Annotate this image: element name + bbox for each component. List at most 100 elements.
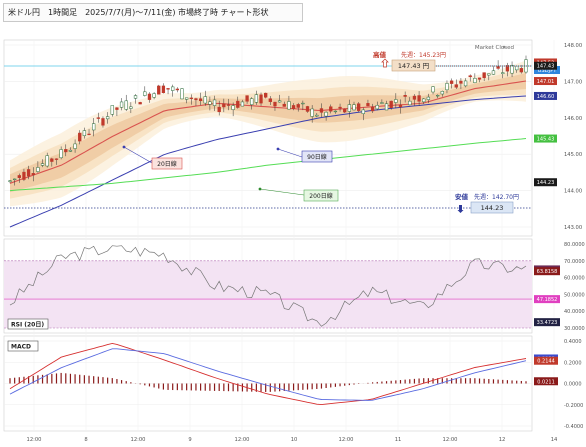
market-status-icon xyxy=(502,45,506,49)
candle-body xyxy=(375,105,379,110)
candle-body xyxy=(78,132,82,142)
rsi-badge-label: 33.4723 xyxy=(537,320,558,326)
candle-body xyxy=(68,149,73,152)
candle-body xyxy=(161,85,166,94)
macd-tick-label: 0.0000 xyxy=(564,382,582,388)
candle-body xyxy=(208,101,212,105)
candle-body xyxy=(287,101,291,110)
time-tick-label: 12:00 xyxy=(443,437,458,443)
rsi-line xyxy=(9,245,527,327)
high-caption: 高値 xyxy=(373,50,387,59)
candle-body xyxy=(129,106,133,109)
market-status-text: Market Closed xyxy=(475,45,514,51)
candle-body xyxy=(175,88,180,91)
candle-body xyxy=(501,72,505,74)
rsi-badge-label: 63.8158 xyxy=(537,269,558,275)
candle-body xyxy=(54,158,59,160)
candle-body xyxy=(403,95,407,97)
candle-body xyxy=(510,64,514,74)
candle-body xyxy=(436,95,440,97)
rsi-tick-label: 30.0000 xyxy=(564,326,585,332)
macd-tick-label: -0.2000 xyxy=(564,403,583,409)
price-badge xyxy=(534,178,557,187)
candle-body xyxy=(505,65,510,72)
time-tick-label: 12:00 xyxy=(339,437,354,443)
macd-badge-label: 0.0211 xyxy=(537,379,555,385)
candle-body xyxy=(31,173,35,176)
candle-body xyxy=(310,108,314,117)
macd-series-1 xyxy=(9,342,527,406)
ma-line-3 xyxy=(9,138,527,192)
candle-body xyxy=(152,93,156,98)
candle-body xyxy=(394,99,398,103)
high-value: 147.43 円 xyxy=(398,62,429,70)
ma200-leader-line xyxy=(259,188,305,196)
macd-badge xyxy=(534,377,558,386)
candle-body xyxy=(273,101,277,107)
rsi-badge xyxy=(534,295,560,304)
ma200-label: 200日線 xyxy=(309,192,332,200)
price-tick-label: 147.00 xyxy=(564,79,582,85)
candle-body xyxy=(203,96,207,104)
price-tick-label: 143.00 xyxy=(564,225,582,231)
candle-body xyxy=(26,169,31,177)
time-tick-label: 12:00 xyxy=(27,437,42,443)
rsi-tick-label: 80.0000 xyxy=(564,242,585,248)
ma90-label: 90日線 xyxy=(307,153,327,161)
candle-body xyxy=(184,97,189,100)
rsi-tick-label: 50.0000 xyxy=(564,292,585,298)
candle-body xyxy=(87,133,91,136)
candle-body xyxy=(171,86,175,91)
candle-body xyxy=(217,106,221,113)
rsi-plot xyxy=(4,245,532,329)
candle-body xyxy=(431,86,435,93)
down-arrow-icon xyxy=(457,205,464,213)
candle-body xyxy=(264,92,268,98)
low-caption: 安値 xyxy=(455,192,469,201)
candle-body xyxy=(268,98,272,102)
candle-body xyxy=(236,100,240,108)
candle-body xyxy=(22,171,26,180)
symbol-tag: USDJPY xyxy=(538,68,558,74)
candle-body xyxy=(426,96,431,100)
price-badge-label: 147.43 xyxy=(537,64,555,70)
price-badge xyxy=(534,134,557,143)
price-tick-label: 148.00 xyxy=(564,43,582,49)
time-tick-label: 8 xyxy=(84,437,87,443)
time-tick-label: 12:00 xyxy=(131,437,146,443)
time-tick-label: 12:00 xyxy=(235,437,250,443)
macd-label: MACD xyxy=(11,344,31,351)
candle-body xyxy=(463,80,468,87)
candle-body xyxy=(459,80,463,84)
rsi-tick-label: 40.0000 xyxy=(564,309,585,315)
candle-body xyxy=(398,104,403,108)
candle-body xyxy=(319,108,324,113)
candle-body xyxy=(17,175,21,178)
candle-body xyxy=(250,98,254,105)
ma-line-2 xyxy=(9,95,527,228)
low-value: 144.23 xyxy=(481,204,504,212)
price-panel-frame xyxy=(3,39,533,237)
candle-body xyxy=(133,95,138,99)
candle-body xyxy=(356,103,361,111)
candle-body xyxy=(12,178,17,181)
candle-body xyxy=(59,149,63,159)
candle-body xyxy=(352,104,356,111)
price-badge-label: 147.01 xyxy=(537,79,555,85)
ma-line-1 xyxy=(9,80,527,184)
candle-body xyxy=(305,106,310,112)
candle-body xyxy=(515,66,519,71)
macd-tick-label: 0.4000 xyxy=(564,339,582,345)
time-tick-label: 11 xyxy=(395,437,402,443)
candle-body xyxy=(166,88,170,90)
candle-body xyxy=(110,105,114,115)
candle-body xyxy=(519,68,524,73)
candle-body xyxy=(259,94,263,104)
low-value-box xyxy=(470,201,514,214)
candle-body xyxy=(491,70,496,75)
candle-body xyxy=(366,103,370,107)
band-layer-3 xyxy=(10,73,526,193)
macd-label-box xyxy=(7,340,39,352)
candle-body xyxy=(440,91,444,95)
